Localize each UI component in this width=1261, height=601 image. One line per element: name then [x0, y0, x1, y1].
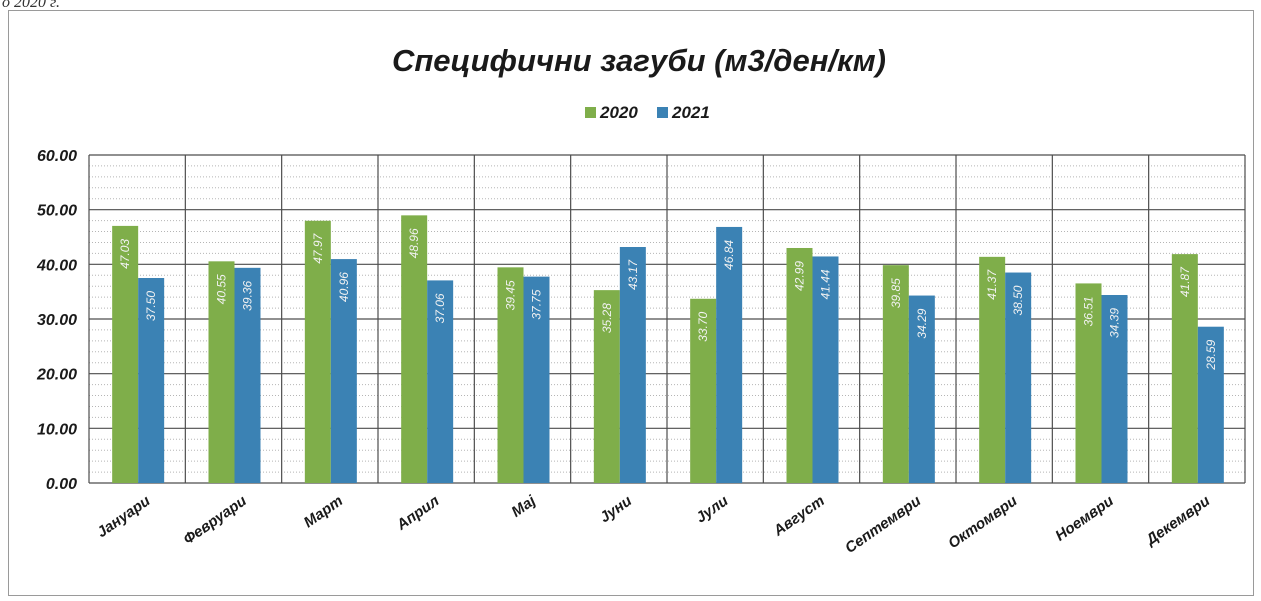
y-axis-ticks: 0.00 10.00 20.00 30.00 40.00 50.00 60.00 [36, 148, 77, 493]
data-label-2020: 39.85 [889, 278, 903, 308]
bar-2020 [112, 225, 139, 484]
legend-label-2021: 2021 [671, 103, 710, 122]
bar-2021 [330, 259, 357, 483]
bar-2021 [138, 278, 165, 483]
data-label-2020: 41.87 [1178, 266, 1192, 297]
x-tick-label: Јануари [94, 492, 154, 541]
x-tick-label: Јули [693, 492, 732, 526]
x-tick-label: Април [393, 492, 443, 534]
bar-2020 [786, 247, 813, 483]
bars [112, 215, 1224, 484]
bar-2020 [497, 267, 524, 483]
x-tick-label: Септември [842, 492, 924, 557]
y-tick-label: 0.00 [46, 476, 77, 493]
chart-title: Специфични загуби (м3/ден/км) [392, 43, 886, 78]
data-label-2020: 42.99 [793, 261, 807, 291]
bar-2021 [908, 295, 935, 483]
bar-2021 [234, 267, 261, 483]
data-label-2020: 33.70 [696, 311, 710, 341]
legend-swatch-2021 [657, 107, 668, 118]
bar-2021 [1005, 272, 1032, 483]
x-tick-label: Октомври [945, 492, 1020, 552]
bar-2021 [619, 247, 646, 483]
legend-label-2020: 2020 [599, 103, 638, 122]
x-tick-label: Мај [508, 492, 539, 521]
y-tick-label: 10.00 [37, 421, 77, 438]
bar-labels: 47.03 37.50 40.55 39.36 47.97 40.96 48.96 37.06… [118, 228, 1218, 371]
data-label-2021: 28.59 [1204, 339, 1218, 370]
data-label-2020: 41.37 [985, 269, 999, 300]
bar-2021 [1101, 295, 1128, 483]
data-label-2020: 47.97 [311, 232, 325, 263]
data-label-2021: 37.06 [433, 293, 447, 323]
data-label-2020: 39.45 [504, 280, 518, 310]
y-tick-label: 20.00 [36, 367, 77, 384]
x-axis-ticks: Јануари Февруари Март Април Мај Јуни Јули Авгус… [94, 492, 1213, 557]
bar-2021 [1197, 326, 1224, 483]
data-label-2021: 37.50 [144, 291, 158, 321]
data-label-2021: 46.84 [722, 240, 736, 270]
bar-2020 [593, 290, 620, 483]
x-tick-label: Декември [1141, 492, 1213, 549]
category-dividers [88, 155, 1246, 483]
data-label-2021: 40.96 [337, 272, 351, 302]
y-tick-label: 50.00 [37, 203, 77, 220]
plot-area: 47.03 37.50 40.55 39.36 47.97 40.96 48.96 37.06… [36, 148, 1246, 557]
data-label-2020: 47.03 [118, 239, 132, 269]
chart-frame: Специфични загуби (м3/ден/км) 2020 2021 … [8, 10, 1254, 596]
bar-2020 [882, 265, 909, 483]
bar-2021 [716, 226, 743, 483]
bar-2020 [979, 256, 1006, 483]
data-label-2021: 34.39 [1108, 308, 1122, 338]
x-tick-label: Јуни [597, 492, 635, 526]
data-label-2020: 40.55 [215, 274, 229, 304]
bar-2021 [427, 280, 454, 483]
page-top-text: о 2020 г. [2, 0, 61, 11]
bar-2020 [208, 261, 235, 483]
legend: 2020 2021 [585, 103, 710, 122]
bar-2020 [1171, 254, 1198, 483]
data-label-2021: 38.50 [1011, 285, 1025, 315]
x-tick-label: Февруари [180, 492, 249, 548]
legend-swatch-2020 [585, 107, 596, 118]
y-tick-label: 60.00 [37, 148, 77, 165]
data-label-2021: 34.29 [915, 308, 929, 338]
x-tick-label: Март [301, 492, 346, 531]
chart: Специфични загуби (м3/ден/км) 2020 2021 … [36, 43, 1246, 557]
data-label-2021: 43.17 [626, 259, 640, 290]
bar-2021 [812, 256, 839, 483]
y-tick-label: 30.00 [37, 312, 77, 329]
x-tick-label: Ноември [1052, 492, 1116, 544]
bar-2020 [690, 298, 717, 483]
bar-2020 [401, 215, 428, 484]
data-label-2021: 41.44 [819, 269, 833, 299]
bar-2020 [304, 220, 331, 483]
data-label-2021: 37.75 [530, 289, 544, 319]
x-tick-label: Август [770, 492, 828, 540]
data-label-2020: 48.96 [407, 228, 421, 258]
data-label-2020: 36.51 [1082, 296, 1096, 326]
y-tick-label: 40.00 [36, 257, 77, 274]
data-label-2020: 35.28 [600, 303, 614, 333]
bar-2020 [1075, 283, 1102, 483]
bar-2021 [523, 276, 550, 483]
data-label-2021: 39.36 [241, 280, 255, 310]
